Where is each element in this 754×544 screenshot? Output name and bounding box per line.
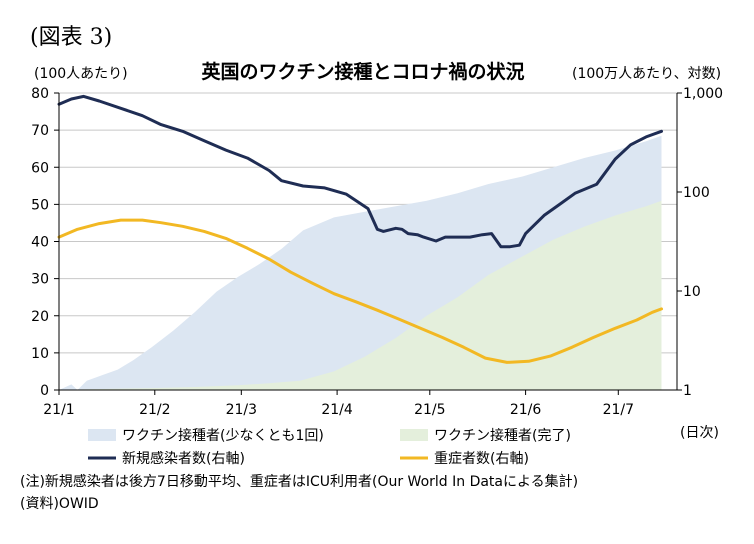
right-axis-unit: (100万人あたり、対数) [572, 66, 721, 82]
source-note: (資料)OWID [20, 496, 99, 512]
right-tick-label: 1 [683, 383, 692, 399]
left-tick-label: 10 [31, 346, 49, 362]
legend-swatch [400, 429, 428, 441]
footnote: (注)新規感染者は後方7日移動平均、重症者はICU利用者(Our World I… [20, 474, 579, 490]
left-tick-label: 70 [31, 123, 49, 139]
legend-label: 重症者数(右軸) [434, 451, 529, 467]
legend-swatch [88, 429, 116, 441]
figure-label: (図表 3) [30, 25, 112, 50]
right-axis-ticks: 1 10 100 1,000 [677, 86, 723, 399]
x-tick-label: 21/4 [321, 402, 353, 418]
left-tick-label: 20 [31, 309, 49, 325]
right-tick-label: 10 [683, 284, 701, 300]
legend-label: ワクチン接種者(少なくとも1回) [122, 427, 324, 444]
right-tick-label: 100 [683, 185, 710, 201]
left-tick-label: 80 [31, 86, 49, 102]
chart-title: 英国のワクチン接種とコロナ禍の状況 [201, 60, 524, 83]
series-3-line [57, 94, 663, 249]
left-tick-label: 30 [31, 272, 49, 288]
x-tick-label: 21/6 [510, 402, 542, 418]
left-tick-label: 60 [31, 160, 49, 176]
plot-lines [57, 94, 663, 364]
left-tick-label: 50 [31, 197, 49, 213]
x-axis-ticks: 21/1 21/2 21/3 21/4 21/5 21/6 21/7 [43, 390, 634, 418]
legend: ワクチン接種者(少なくとも1回) ワクチン接種者(完了) 新規感染者数(右軸) 重症者… [88, 427, 571, 467]
x-tick-label: 21/3 [226, 402, 257, 418]
legend-label: 新規感染者数(右軸) [122, 450, 245, 467]
series-4-line [57, 218, 663, 364]
x-axis-unit: (日次) [680, 425, 719, 441]
series-2-area [59, 200, 662, 390]
x-tick-label: 21/7 [603, 402, 634, 418]
left-tick-label: 40 [31, 235, 49, 251]
legend-label: ワクチン接種者(完了) [434, 427, 571, 444]
left-tick-label: 0 [40, 383, 49, 399]
x-tick-label: 21/5 [414, 402, 445, 418]
left-axis-ticks: 0 10 20 30 40 50 60 70 80 [31, 86, 59, 399]
x-tick-label: 21/1 [43, 402, 74, 418]
plot-areas [59, 135, 662, 390]
x-tick-label: 21/2 [139, 402, 170, 418]
left-axis-unit: (100人あたり) [34, 66, 128, 82]
right-tick-label: 1,000 [683, 86, 723, 102]
